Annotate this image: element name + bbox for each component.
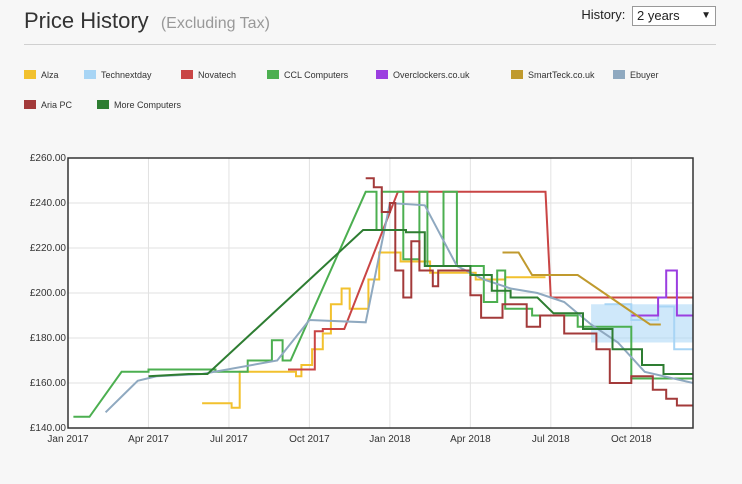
legend-label: CCL Computers <box>284 70 349 80</box>
legend-label: SmartTeck.co.uk <box>528 70 595 80</box>
x-tick-label: Jul 2017 <box>210 434 248 445</box>
legend-swatch <box>511 70 523 80</box>
series-line <box>502 251 661 326</box>
legend-item[interactable]: Technextday <box>84 70 152 84</box>
legend-label: Ebuyer <box>630 70 659 80</box>
header: Price History (Excluding Tax) History: 2… <box>24 6 716 45</box>
y-tick-label: £260.00 <box>30 153 67 164</box>
legend-swatch <box>376 70 388 80</box>
history-select[interactable]: 2 years ▼ <box>632 6 716 26</box>
legend-item[interactable]: SmartTeck.co.uk <box>511 70 595 84</box>
history-select-value: 2 years <box>637 8 680 23</box>
legend-label: More Computers <box>114 100 182 110</box>
y-tick-label: £200.00 <box>30 288 67 299</box>
series-line <box>202 251 546 409</box>
legend-swatch <box>181 70 193 80</box>
legend-item[interactable]: Alza <box>24 70 59 84</box>
y-tick-label: £140.00 <box>30 423 67 434</box>
legend-item[interactable]: Ebuyer <box>613 70 659 84</box>
legend-swatch <box>267 70 279 80</box>
legend-item[interactable]: Overclockers.co.uk <box>376 70 470 84</box>
y-tick-label: £220.00 <box>30 243 67 254</box>
legend-item[interactable]: More Computers <box>97 100 181 114</box>
legend-item[interactable]: CCL Computers <box>267 70 348 84</box>
page-title: Price History (Excluding Tax) <box>24 8 270 34</box>
x-tick-label: Jan 2018 <box>369 434 411 445</box>
history-label: History: <box>581 7 626 22</box>
legend-swatch <box>613 70 625 80</box>
legend-label: Novatech <box>198 70 237 80</box>
x-tick-label: Apr 2017 <box>128 434 169 445</box>
series-line <box>365 177 693 407</box>
plot-border <box>67 157 694 429</box>
x-tick-label: Oct 2018 <box>611 434 652 445</box>
legend-swatch <box>84 70 96 80</box>
title-text: Price History <box>24 8 149 33</box>
title-subtitle: (Excluding Tax) <box>160 15 270 32</box>
series-line <box>148 229 693 378</box>
legend-label: Aria PC <box>41 100 73 110</box>
legend-label: Overclockers.co.uk <box>393 70 470 80</box>
y-tick-label: £160.00 <box>30 378 67 389</box>
legend-label: Technextday <box>101 70 152 80</box>
chevron-down-icon: ▼ <box>701 10 711 21</box>
y-tick-label: £240.00 <box>30 198 67 209</box>
legend-item[interactable]: Aria PC <box>24 100 72 114</box>
legend-swatch <box>24 70 36 80</box>
x-tick-label: Apr 2018 <box>450 434 491 445</box>
series-line <box>631 269 693 317</box>
legend-swatch <box>97 100 109 110</box>
x-tick-label: Jan 2017 <box>47 434 89 445</box>
x-tick-label: Oct 2017 <box>289 434 330 445</box>
legend-swatch <box>24 100 36 110</box>
history-control: History: 2 years ▼ <box>581 6 716 26</box>
x-tick-label: Jul 2018 <box>532 434 570 445</box>
y-tick-label: £180.00 <box>30 333 67 344</box>
legend-item[interactable]: Novatech <box>181 70 236 84</box>
series-line <box>288 190 693 371</box>
legend-label: Alza <box>41 70 59 80</box>
